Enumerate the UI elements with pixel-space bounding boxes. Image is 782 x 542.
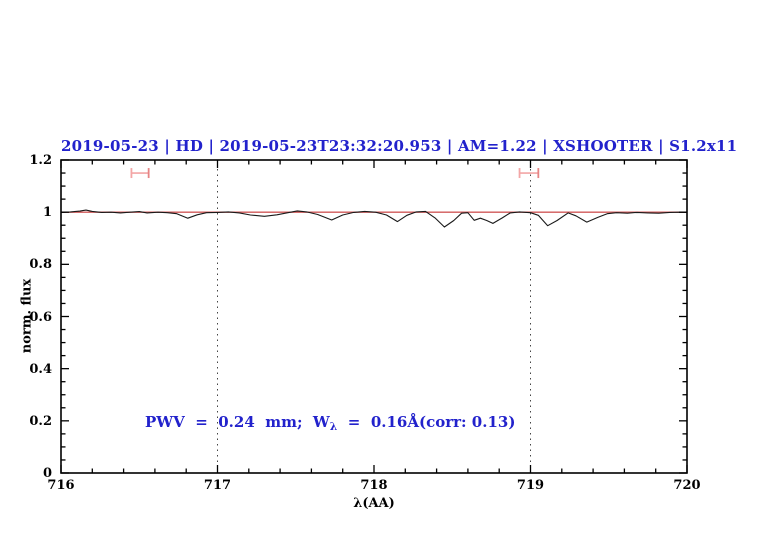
y-tick-label: 1 xyxy=(42,205,52,221)
y-tick-label: 0.8 xyxy=(29,257,52,273)
y-tick-label: 0.4 xyxy=(29,361,52,377)
x-tick-label: 716 xyxy=(47,478,75,493)
observed-spectrum-line xyxy=(60,209,688,228)
x-tick-label: 717 xyxy=(203,478,232,493)
pwv-annotation-pre: PWV = 0.24 mm; W xyxy=(145,413,330,431)
y-tick-label: 0.2 xyxy=(29,413,52,429)
band-marker-left xyxy=(130,168,150,179)
pwv-annotation-sub: λ xyxy=(329,420,338,434)
axis-ticks xyxy=(60,159,688,474)
band-marker-right xyxy=(518,168,540,179)
x-tick-label: 719 xyxy=(516,478,545,493)
plot-frame xyxy=(60,159,688,474)
plot-series xyxy=(60,209,688,228)
x-tick-label: 720 xyxy=(673,478,701,493)
pwv-annotation-post: = 0.16Å(corr: 0.13) xyxy=(337,413,516,431)
y-axis-label: norm. flux xyxy=(19,278,35,354)
plot-title: 2019-05-23 | HD | 2019-05-23T23:32:20.95… xyxy=(61,137,738,155)
band-markers xyxy=(130,168,540,179)
y-tick-label: 0 xyxy=(42,466,52,481)
x-axis-label: λ(AA) xyxy=(353,496,395,511)
y-tick-label: 0.6 xyxy=(29,309,52,325)
y-tick-label: 1.2 xyxy=(29,153,52,168)
pwv-annotation: PWV = 0.24 mm; Wλ = 0.16Å(corr: 0.13) xyxy=(145,413,515,433)
x-tick-label: 718 xyxy=(360,478,388,493)
